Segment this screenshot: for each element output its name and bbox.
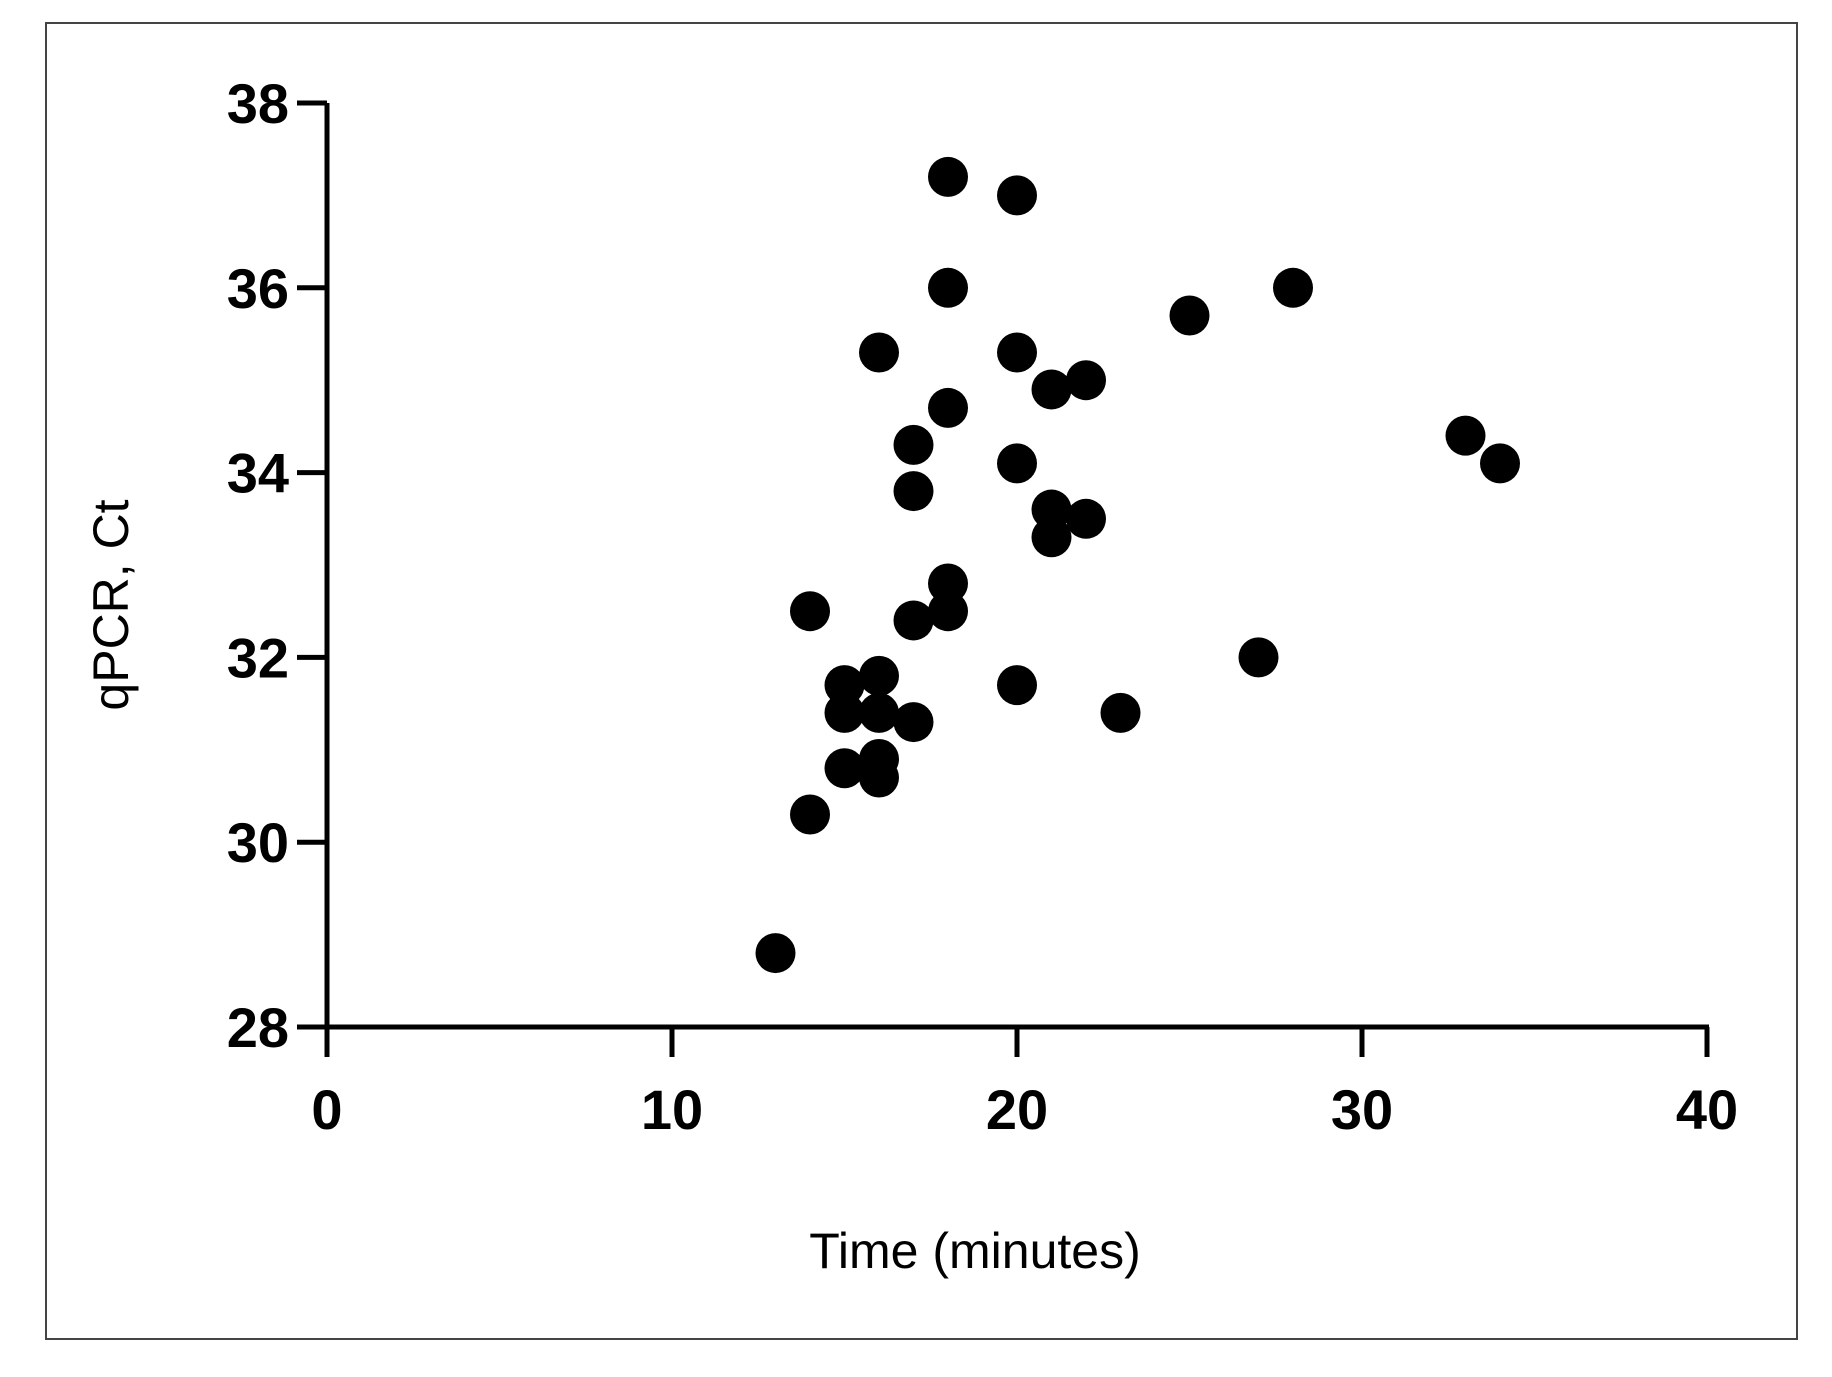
x-tick-label: 10 bbox=[641, 1078, 703, 1141]
data-point bbox=[1031, 489, 1072, 530]
data-point bbox=[928, 387, 968, 428]
data-point bbox=[824, 692, 865, 733]
data-point bbox=[893, 702, 934, 743]
x-tick-label: 30 bbox=[1331, 1078, 1393, 1141]
data-points bbox=[755, 156, 1520, 974]
data-point bbox=[1480, 443, 1520, 484]
x-tick-label: 0 bbox=[311, 1078, 342, 1141]
data-point bbox=[1169, 295, 1210, 336]
y-axis-title: qPCR, Ct bbox=[83, 499, 139, 710]
y-tick-label: 30 bbox=[227, 811, 289, 874]
y-tick-label: 34 bbox=[227, 442, 289, 505]
data-point bbox=[1273, 267, 1313, 308]
data-point bbox=[824, 748, 865, 789]
data-point bbox=[1031, 369, 1072, 410]
ticks: 28 30 32 34 36 38 0 10 20 30 40 bbox=[227, 72, 1738, 1141]
x-tick-label: 20 bbox=[986, 1078, 1048, 1141]
data-point bbox=[997, 443, 1037, 484]
data-point bbox=[928, 591, 968, 632]
data-point bbox=[1066, 498, 1106, 539]
data-point bbox=[893, 600, 934, 641]
data-point bbox=[859, 739, 899, 780]
x-axis-title: Time (minutes) bbox=[809, 1223, 1141, 1279]
axes bbox=[324, 103, 1709, 1030]
y-tick-label: 32 bbox=[227, 626, 289, 689]
data-point bbox=[1445, 415, 1486, 456]
data-point bbox=[893, 424, 934, 465]
data-point bbox=[1031, 517, 1072, 558]
chart-frame bbox=[45, 22, 1798, 1340]
data-point bbox=[1100, 692, 1141, 733]
data-point bbox=[928, 563, 968, 604]
data-point bbox=[997, 665, 1037, 706]
data-point bbox=[928, 267, 968, 308]
data-point bbox=[997, 332, 1037, 373]
y-tick-label: 36 bbox=[227, 257, 289, 320]
data-point bbox=[755, 933, 796, 974]
data-point bbox=[859, 332, 899, 373]
data-point bbox=[824, 665, 865, 706]
data-point bbox=[790, 591, 830, 632]
data-point bbox=[859, 655, 899, 696]
y-tick-label: 28 bbox=[227, 996, 289, 1059]
data-point bbox=[997, 175, 1037, 216]
data-point bbox=[1066, 360, 1106, 401]
x-tick-label: 40 bbox=[1676, 1078, 1738, 1141]
data-point bbox=[928, 156, 968, 197]
data-point bbox=[893, 471, 934, 512]
data-point bbox=[1238, 637, 1279, 678]
y-tick-label: 38 bbox=[227, 72, 289, 135]
data-point bbox=[790, 794, 830, 835]
data-point bbox=[859, 692, 899, 733]
